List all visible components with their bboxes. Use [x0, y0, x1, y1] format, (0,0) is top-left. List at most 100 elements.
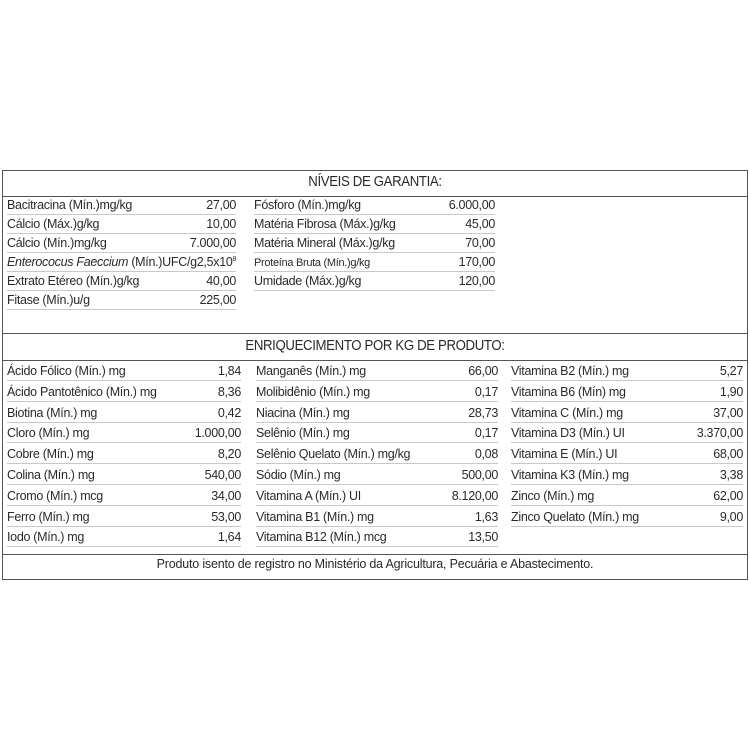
nutrient-value-text: 7.000,00 [189, 236, 237, 251]
nutrient-label: Iodo (Mín.) mg [7, 530, 84, 546]
nutrient-label-text: Colina (Mín.) mg [7, 467, 95, 482]
nutrient-value-text: 0,42 [217, 405, 241, 420]
table-row: Zinco Quelato (Mín.) mg 9,00 [511, 507, 743, 527]
nutrient-label-text: Selênio (Mín.) mg [256, 426, 350, 441]
nutrient-value-text: 120,00 [458, 274, 496, 289]
table-row: Biotina (Mín.) mg 0,42 [7, 403, 241, 423]
nutrient-label: Biotina (Mín.) mg [7, 406, 97, 422]
table-row: Vitamina B2 (Mín.) mg 5,27 [511, 361, 743, 381]
nutrient-label-text: Fósforo (Mín.)mg/kg [254, 198, 361, 213]
nutrient-label-text: Cobre (Mín.) mg [7, 447, 94, 462]
nutrient-value-text: 1,63 [474, 509, 498, 524]
exponent: 8 [232, 255, 237, 263]
enriquecimento-col1: Ácido Fólico (Mín.) mg 1,84 Ácido Pantotên… [7, 361, 241, 548]
table-row: Vitamina D3 (Mín.) UI 3.370,00 [511, 423, 744, 444]
table-row: Niacina (Mín.) mg 28,73 [256, 403, 498, 423]
nutrient-label-text: Cálcio (Mín.)mg/kg [7, 236, 107, 251]
nutrient-value-text: 1,84 [217, 364, 241, 378]
divider [3, 196, 747, 197]
table-row: Vitamina B12 (Mín.) mcg 13,50 [256, 527, 498, 548]
nutrient-label-text: Vitamina E (Mín.) UI [511, 447, 618, 462]
nutrient-label: Vitamina K3 (Mín.) mg [511, 468, 629, 484]
nutrient-label-text: Extrato Etéreo (Mín.)g/kg [7, 274, 140, 289]
label-table: NÍVEIS DE GARANTIA: Bacitracina (Mín.)mg… [2, 170, 748, 580]
nutrient-label: Vitamina B2 (Mín.) mg [511, 364, 629, 380]
divider [3, 360, 747, 361]
nutrient-value: 53,00 [211, 510, 241, 526]
nutrient-value: 37,00 [713, 406, 743, 422]
nutrient-value: 3.370,00 [697, 426, 744, 442]
nutrient-label: Cromo (Mín.) mcg [7, 489, 103, 505]
nutrient-label: Vitamina B12 (Mín.) mcg [256, 530, 387, 546]
nutrient-label: Matéria Mineral (Máx.)g/kg [254, 236, 395, 252]
garantia-title: NÍVEIS DE GARANTIA: [308, 173, 442, 190]
nutrient-value-text: 28,73 [468, 405, 498, 420]
nutrient-label: Zinco Quelato (Mín.) mg [511, 510, 639, 526]
nutrient-label-text: Ácido Pantotênico (Mín.) mg [7, 384, 157, 399]
nutrient-value-text: 1.000,00 [194, 426, 242, 441]
nutrient-label: Colina (Mín.) mg [7, 468, 95, 484]
nutrient-value-text: 3,38 [719, 467, 743, 482]
nutrient-value: 7.000,00 [189, 236, 237, 252]
nutrient-value-text: 540,00 [204, 467, 242, 482]
table-row: Cálcio (Máx.)g/kg 10,00 [7, 216, 236, 235]
nutrient-value: 3,38 [720, 468, 743, 484]
enriquecimento-col2: Manganês (Mín.) mg 66,00 Molibidênio (Mín.… [256, 361, 498, 548]
table-row: Vitamina B6 (Mín) mg 1,90 [511, 382, 743, 402]
nutrient-label-text: Bacitracina (Mín.)mg/kg [7, 198, 133, 213]
nutrient-label: Enterococus Faeccium (Mín.)UFC/g [7, 255, 197, 271]
nutrient-value: 8.120,00 [452, 489, 499, 505]
nutrient-value: 0,08 [475, 447, 498, 463]
table-row: Umidade (Máx.)g/kg 120,00 [254, 273, 496, 292]
nutrient-label-text: Molibidênio (Mín.) mg [256, 384, 370, 399]
nutrient-value-text: 500,00 [461, 467, 499, 482]
nutrient-label: Vitamina E (Mín.) UI [511, 447, 618, 463]
nutrient-label: Cálcio (Máx.)g/kg [7, 217, 99, 233]
nutrient-label-text: Umidade (Máx.)g/kg [254, 274, 362, 289]
nutrient-label: Vitamina C (Mín.) mg [511, 406, 623, 422]
nutrient-value: 170,00 [459, 255, 496, 271]
nutrient-value: 225,00 [200, 293, 237, 309]
nutrient-value: 0,17 [475, 426, 498, 442]
nutrient-value: 66,00 [468, 364, 498, 380]
table-row: Ácido Pantotênico (Mín.) mg 8,36 [7, 382, 241, 402]
table-row: Colina (Mín.) mg 540,00 [7, 465, 241, 485]
nutrient-label-text: Niacina (Mín.) mg [256, 405, 350, 420]
nutrient-value: 8,36 [218, 385, 241, 401]
nutrient-label-text: Cloro (Mín.) mg [7, 426, 90, 441]
nutrient-label: Matéria Fibrosa (Máx.)g/kg [254, 217, 396, 233]
nutrient-label-text: Ferro (Mín.) mg [7, 509, 90, 524]
nutrient-label-text: Vitamina B6 (Mín) mg [511, 384, 626, 399]
divider [3, 333, 747, 334]
nutrient-label: Fitase (Mín.)u/g [7, 293, 90, 309]
nutrient-value: 1,63 [475, 510, 498, 526]
table-row: Enterococus Faeccium (Mín.)UFC/g 2,5x108 [7, 254, 237, 273]
nutrient-value-text: 1,64 [217, 530, 241, 545]
nutrient-value-text: 34,00 [211, 488, 241, 503]
nutrient-value-text: 68,00 [713, 447, 743, 462]
nutrient-label-text: Vitamina B2 (Mín.) mg [511, 364, 629, 378]
table-row: Vitamina C (Mín.) mg 37,00 [511, 403, 743, 423]
nutrient-value-text: 37,00 [713, 405, 743, 420]
nutrient-value: 540,00 [204, 467, 242, 484]
nutrient-value: 34,00 [211, 489, 241, 505]
nutrient-value: 70,00 [465, 236, 495, 252]
nutrient-value-text: 70,00 [465, 236, 495, 251]
nutrient-value: 500,00 [461, 467, 499, 484]
nutrient-value-text: 53,00 [211, 509, 241, 524]
nutrient-label-text: Matéria Mineral (Máx.)g/kg [254, 236, 395, 251]
garantia-col1: Bacitracina (Mín.)mg/kg 27,00 Cálcio (Máx.… [7, 197, 236, 311]
nutrient-value-text: 8,36 [217, 384, 241, 399]
table-row: Proteína Bruta (Mín.)g/kg 170,00 [254, 254, 496, 273]
nutrient-label-text: Vitamina B12 (Mín.) mcg [256, 530, 387, 545]
nutrient-label-text: Vitamina A (Mín.) UI [256, 488, 361, 503]
nutrient-label: Selênio (Mín.) mg [256, 426, 350, 442]
nutrient-value-text: 40,00 [206, 274, 236, 289]
nutrient-value: 13,50 [468, 530, 498, 546]
table-row: Fósforo (Mín.)mg/kg 6.000,00 [254, 197, 495, 216]
nutrient-label: Proteína Bruta (Mín.)g/kg [254, 257, 370, 271]
nutrient-value: 40,00 [206, 274, 236, 290]
nutrient-label-text: Ácido Fólico (Mín.) mg [7, 364, 126, 378]
table-row: Vitamina A (Mín.) UI 8.120,00 [256, 486, 498, 506]
nutrient-value-text: 9,00 [719, 509, 743, 524]
